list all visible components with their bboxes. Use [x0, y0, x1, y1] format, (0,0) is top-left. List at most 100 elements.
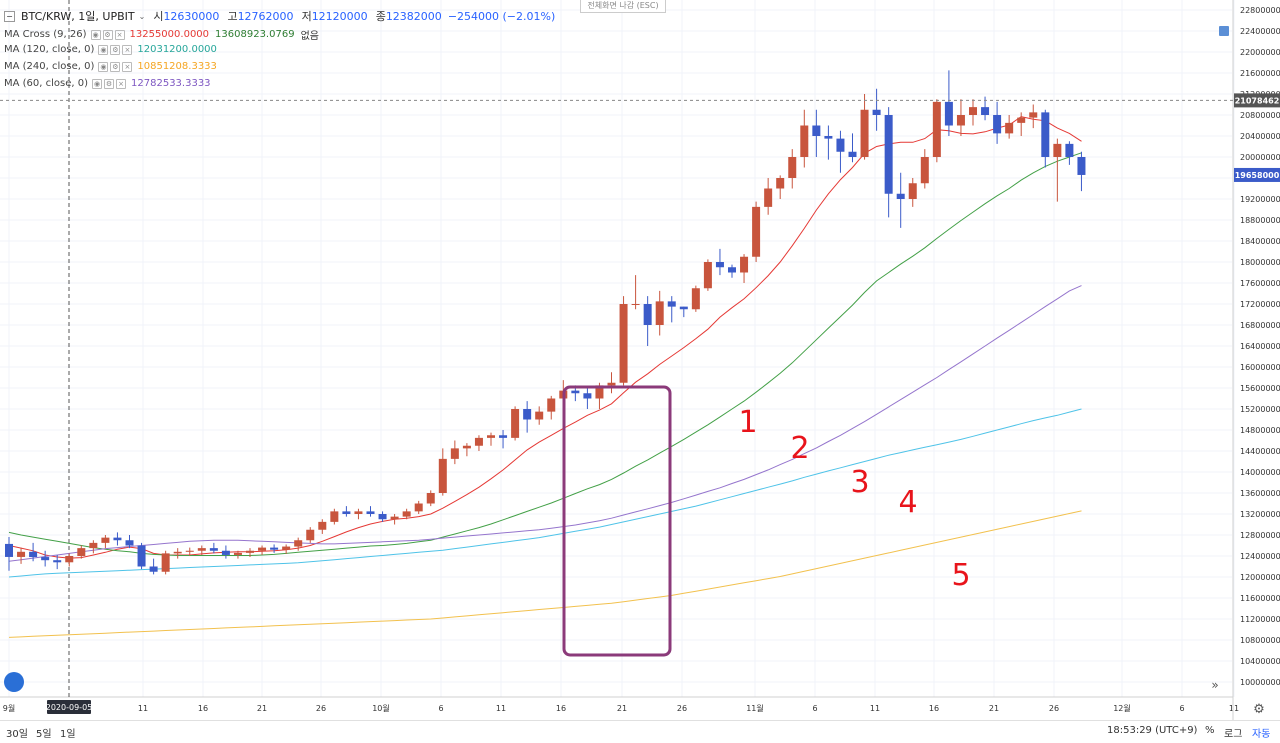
candle-up — [703, 262, 712, 289]
candle-up — [764, 188, 773, 207]
x-tick-label: 10월 — [372, 703, 390, 713]
auto-scale-toggle[interactable]: 자동 — [1252, 729, 1271, 740]
ma-240-line — [8, 510, 1082, 638]
settings-icon[interactable]: ⚙ — [110, 44, 121, 55]
log-scale-toggle[interactable]: 로그 — [1224, 729, 1243, 740]
settings-icon[interactable]: ⚙ — [104, 78, 115, 89]
visibility-icon[interactable]: ◉ — [98, 44, 109, 55]
y-tick-label: 18000000 — [1240, 258, 1280, 267]
candle-down — [643, 304, 652, 325]
ohlc-open-label: 시 — [153, 10, 164, 23]
chevron-down-icon[interactable]: ⌄ — [138, 11, 146, 21]
indicator-row-ma-120[interactable]: MA (120, close, 0) ◉ ⚙ × 12031200.0000 — [4, 44, 217, 55]
indicator-controls[interactable]: ◉ ⚙ × — [98, 44, 133, 55]
candle-down — [679, 306, 688, 310]
candle-up — [535, 411, 544, 420]
panel-toggle-icon[interactable] — [1219, 26, 1229, 36]
x-tick-label: 9월 — [3, 703, 15, 713]
candle-up — [474, 437, 483, 446]
candle-up — [318, 521, 327, 530]
indicator-row-ma-240[interactable]: MA (240, close, 0) ◉ ⚙ × 10851208.3333 — [4, 61, 217, 72]
visibility-icon[interactable]: ◉ — [92, 78, 103, 89]
candle-down — [667, 301, 676, 307]
indicator-row-ma-cross[interactable]: MA Cross (9, 26) ◉ ⚙ × 13255000.0000 13608… — [4, 27, 319, 42]
candle-down — [270, 547, 279, 550]
candle-up — [246, 550, 254, 553]
candle-up — [547, 398, 556, 412]
candle-up — [969, 107, 977, 115]
collapse-legend-icon[interactable]: − — [4, 10, 15, 22]
ma-120-line — [8, 408, 1082, 578]
annotation-number: 3 — [850, 465, 869, 500]
y-tick-label: 13600000 — [1240, 489, 1280, 498]
candle-up — [185, 550, 194, 552]
indicator-value: 12031200.0000 — [137, 44, 217, 55]
candle-up — [414, 503, 423, 512]
candle-up — [1017, 117, 1026, 123]
y-tick-label: 21600000 — [1240, 69, 1280, 78]
x-tick-label: 11월 — [746, 703, 764, 713]
percent-toggle[interactable]: % — [1205, 725, 1215, 736]
candle-down — [221, 550, 230, 555]
indicator-controls[interactable]: ◉ ⚙ × — [98, 61, 133, 72]
y-tick-label: 11600000 — [1240, 594, 1280, 603]
y-tick-label: 10000000 — [1240, 678, 1280, 687]
price-change: −254000 (−2.01%) — [447, 9, 556, 23]
candle-down — [944, 101, 953, 126]
y-tick-label: 13200000 — [1240, 510, 1280, 519]
remove-icon[interactable]: × — [122, 44, 133, 55]
crosshair-date-bg — [47, 700, 91, 714]
indicator-controls[interactable]: ◉ ⚙ × — [92, 78, 127, 89]
y-tick-label: 20400000 — [1240, 132, 1280, 141]
candle-up — [655, 301, 664, 325]
candle-down — [583, 393, 592, 399]
ma-9-line — [8, 116, 1082, 559]
candle-up — [161, 553, 170, 572]
gear-icon[interactable]: ⚙ — [1253, 702, 1265, 717]
y-tick-label: 18400000 — [1240, 237, 1280, 246]
y-tick-label: 16000000 — [1240, 363, 1280, 372]
x-tick-label: 6 — [438, 704, 443, 713]
timeframe-5d-button[interactable]: 5일 — [36, 729, 52, 740]
ohlc-low-value: 12120000 — [311, 9, 368, 23]
candle-down — [728, 267, 736, 273]
candle-up — [487, 435, 495, 438]
settings-icon[interactable]: ⚙ — [102, 29, 113, 40]
candle-down — [981, 107, 990, 115]
x-tick-label: 6 — [1179, 704, 1184, 713]
timeframe-1d-button[interactable]: 1일 — [60, 729, 76, 740]
y-tick-label: 17600000 — [1240, 279, 1280, 288]
timeframe-30d-button[interactable]: 30일 — [6, 729, 28, 740]
candle-up — [740, 256, 749, 273]
indicator-row-ma-60[interactable]: MA (60, close, 0) ◉ ⚙ × 12782533.3333 — [4, 78, 211, 89]
x-tick-label: 16 — [198, 704, 208, 713]
remove-icon[interactable]: × — [114, 29, 125, 40]
candle-down — [836, 138, 845, 152]
candle-up — [233, 552, 242, 555]
tradingview-logo-icon[interactable] — [4, 672, 24, 692]
candle-down — [715, 262, 724, 268]
candle-up — [607, 382, 616, 386]
indicator-name: MA (240, close, 0) — [4, 61, 95, 72]
candle-up — [511, 409, 520, 438]
clock[interactable]: 18:53:29 (UTC+9) — [1107, 725, 1198, 736]
candle-up — [101, 537, 110, 543]
exit-fullscreen-hint[interactable]: 전체화면 나감 (ESC) — [580, 0, 666, 13]
x-tick-label: 11 — [138, 704, 148, 713]
candle-down — [5, 543, 13, 557]
y-tick-label: 15200000 — [1240, 405, 1280, 414]
x-tick-label: 21 — [257, 704, 267, 713]
symbol-title[interactable]: BTC/KRW, 1일, UPBIT — [21, 10, 135, 23]
candle-down — [137, 545, 146, 567]
remove-icon[interactable]: × — [116, 78, 127, 89]
candle-up — [258, 547, 267, 551]
visibility-icon[interactable]: ◉ — [98, 61, 109, 72]
candle-up — [788, 157, 797, 178]
settings-icon[interactable]: ⚙ — [110, 61, 121, 72]
visibility-icon[interactable]: ◉ — [90, 29, 101, 40]
y-tick-label: 20000000 — [1240, 153, 1280, 162]
indicator-controls[interactable]: ◉ ⚙ × — [90, 29, 125, 40]
remove-icon[interactable]: × — [122, 61, 133, 72]
scroll-to-realtime-icon[interactable]: » — [1211, 678, 1219, 692]
